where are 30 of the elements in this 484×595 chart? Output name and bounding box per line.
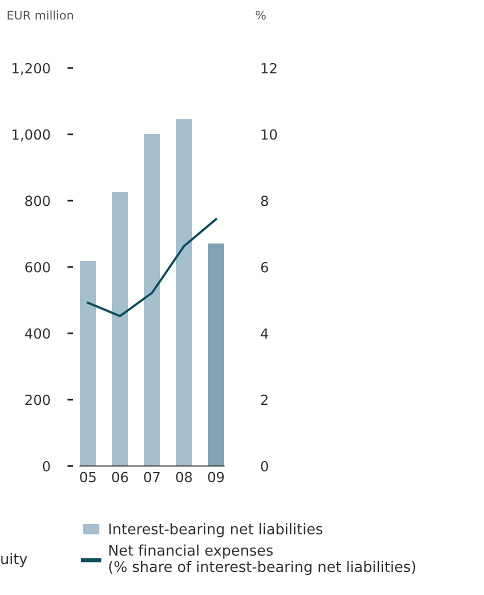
- y2-tick-label: 4: [260, 328, 268, 339]
- y-tick-label: 1,000: [12, 129, 50, 142]
- bar: [176, 119, 192, 466]
- text: uity: [1, 552, 28, 568]
- y2-tick-label: 0: [261, 460, 268, 472]
- y-tick-label: 400: [25, 328, 50, 339]
- y-tick-label: 600: [25, 262, 50, 272]
- y-tick-label: 0: [42, 460, 50, 472]
- bar: [112, 192, 128, 466]
- legend-label: Net financial expenses (% share of interest-bearing net liabilities): [109, 544, 416, 575]
- y-tick-label: 1,200: [12, 62, 50, 75]
- y-tick-label: 800: [25, 196, 50, 206]
- legend-label: Interest-bearing net liabilities: [109, 523, 322, 538]
- line-series: [86, 218, 218, 318]
- y2-tick-label: 10: [262, 129, 277, 140]
- y2-tick-label: 2: [261, 394, 268, 405]
- y-axis-title: EUR million: [8, 10, 73, 20]
- y-tick-label: 200: [25, 394, 50, 406]
- x-tick-label: 09: [208, 472, 224, 482]
- x-tick-label: 06: [112, 472, 128, 482]
- x-tick-label: 05: [80, 472, 96, 482]
- bar: [80, 261, 96, 466]
- y2-tick-label: 12: [262, 62, 276, 74]
- x-tick-label: 07: [144, 472, 160, 482]
- y2-axis-title: %: [256, 10, 266, 20]
- y2-tick-label: 8: [261, 196, 268, 206]
- x-tick-label: 08: [176, 472, 192, 482]
- y2-tick-label: 6: [261, 262, 268, 272]
- bar: [144, 134, 160, 466]
- bar: [208, 243, 224, 466]
